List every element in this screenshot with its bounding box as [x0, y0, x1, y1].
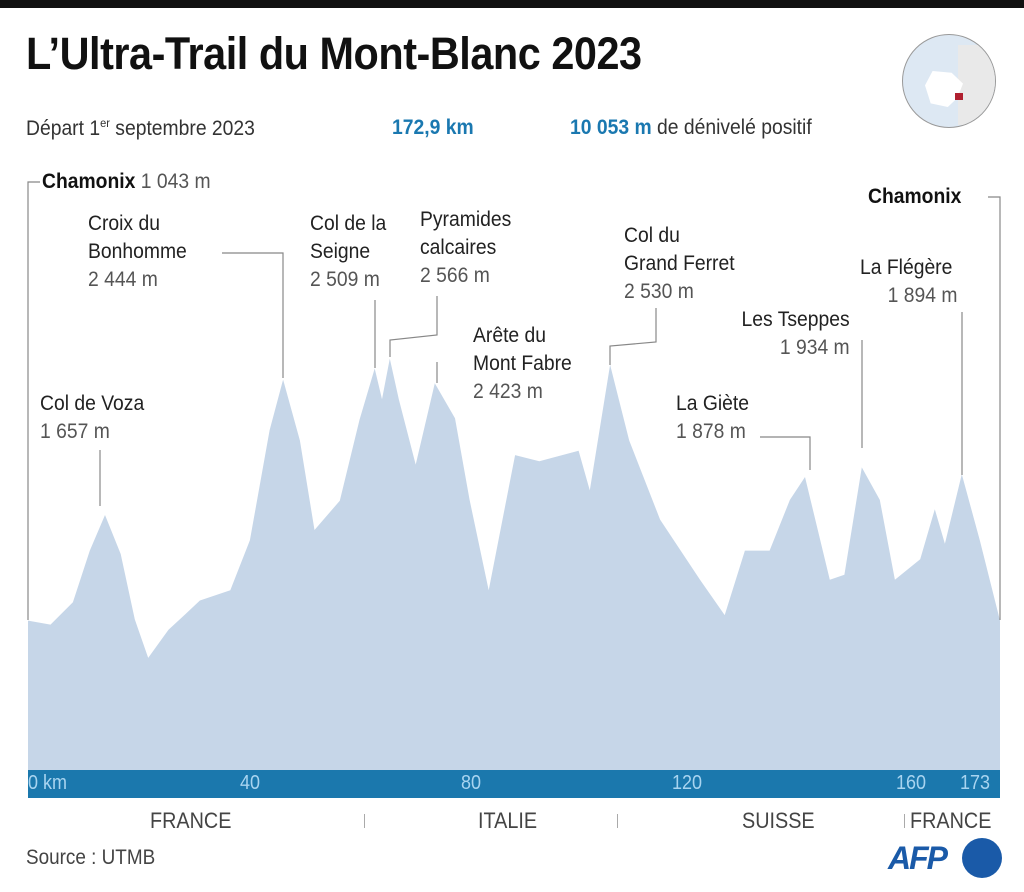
label-col-du-grand-ferret: Col du Grand Ferret 2 530 m	[624, 224, 735, 303]
leader-croix-du-bonhomme	[222, 252, 284, 378]
label-col-de-voza: Col de Voza 1 657 m	[40, 392, 145, 443]
label-les-tseppes: Les Tseppes 1 934 m	[741, 308, 850, 359]
leader-chamonix-start	[27, 181, 40, 620]
locator-globe-icon	[902, 34, 996, 128]
top-bar	[0, 0, 1024, 8]
label-chamonix-start: Chamonix 1 043 m	[42, 170, 211, 193]
country-separator	[904, 814, 905, 828]
x-tick: 80	[461, 772, 482, 794]
leader-la-giete	[760, 436, 811, 470]
afp-logo: AFP	[888, 840, 948, 876]
x-tick: 120	[672, 772, 703, 794]
country-france: FRANCE	[150, 808, 232, 833]
x-tick: 0 km	[28, 772, 68, 794]
source-note: Source : UTMB	[26, 846, 156, 869]
country-italie: ITALIE	[478, 808, 538, 833]
country-separator	[617, 814, 618, 828]
label-col-de-la-seigne: Col de la Seigne 2 509 m	[310, 212, 387, 291]
distance: 172,9 km	[392, 116, 474, 139]
afp-logo-dot	[962, 838, 1002, 878]
x-tick: 160	[896, 772, 927, 794]
country-france-end: FRANCE	[910, 808, 992, 833]
label-arete-du-mont-fabre: Arête du Mont Fabre 2 423 m	[473, 324, 572, 403]
label-chamonix-end: Chamonix	[868, 185, 962, 208]
page-title: L’Ultra-Trail du Mont-Blanc 2023	[26, 28, 642, 79]
elevation-gain: 10 053 m de dénivelé positif	[570, 116, 812, 139]
x-tick: 173	[960, 772, 991, 794]
label-pyramides-calcaires: Pyramides calcaires 2 566 m	[420, 208, 512, 287]
leader-pyramides	[389, 296, 438, 357]
elevation-profile-area	[28, 358, 1000, 770]
country-suisse: SUISSE	[742, 808, 815, 833]
x-tick: 40	[240, 772, 261, 794]
country-separator	[364, 814, 365, 828]
label-la-flegere: La Flégère 1 894 m	[860, 256, 958, 307]
leader-col-du-grand-ferret	[609, 308, 657, 365]
leader-chamonix-end	[988, 196, 1001, 620]
x-axis-bar	[28, 770, 1000, 798]
start-date: Départ 1er septembre 2023	[26, 116, 255, 140]
label-la-giete: La Giète 1 878 m	[676, 392, 750, 443]
label-croix-du-bonhomme: Croix du Bonhomme 2 444 m	[88, 212, 187, 291]
